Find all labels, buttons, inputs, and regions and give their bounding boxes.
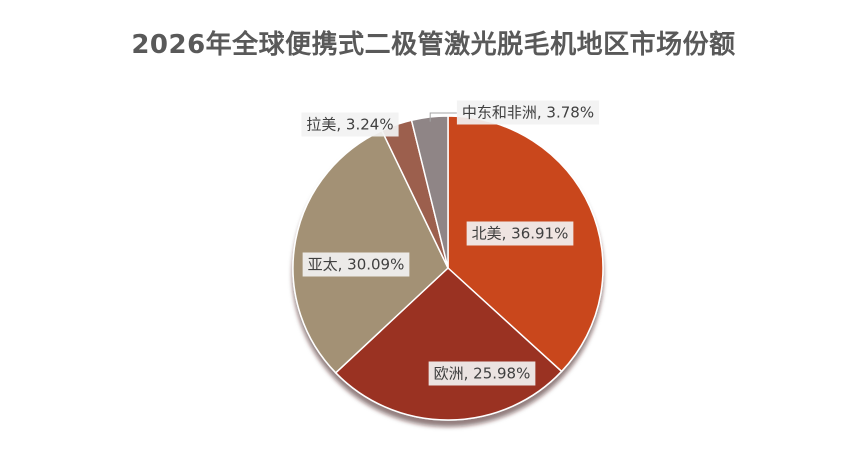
slice-label-text: 中东和非洲, 3.78% bbox=[462, 104, 594, 122]
slice-label-5: 中东和非洲, 3.78% bbox=[456, 100, 600, 125]
pie-slice-5 bbox=[410, 115, 449, 269]
slice-label-text: 北美, 36.91% bbox=[472, 225, 569, 243]
slice-label-2: 欧洲, 25.98% bbox=[428, 361, 536, 386]
slice-label-4: 拉美, 3.24% bbox=[301, 112, 399, 137]
chart-title: 2026年全球便携式二极管激光脱毛机地区市场份额 bbox=[131, 30, 736, 60]
slice-label-text: 拉美, 3.24% bbox=[306, 116, 393, 134]
slice-label-text: 亚太, 30.09% bbox=[308, 256, 405, 274]
pie-slice-3 bbox=[292, 129, 449, 374]
slice-label-text: 欧洲, 25.98% bbox=[434, 365, 531, 383]
slice-label-3: 亚太, 30.09% bbox=[302, 252, 410, 277]
slice-label-1: 北美, 36.91% bbox=[466, 221, 574, 246]
leader-line bbox=[429, 112, 457, 122]
